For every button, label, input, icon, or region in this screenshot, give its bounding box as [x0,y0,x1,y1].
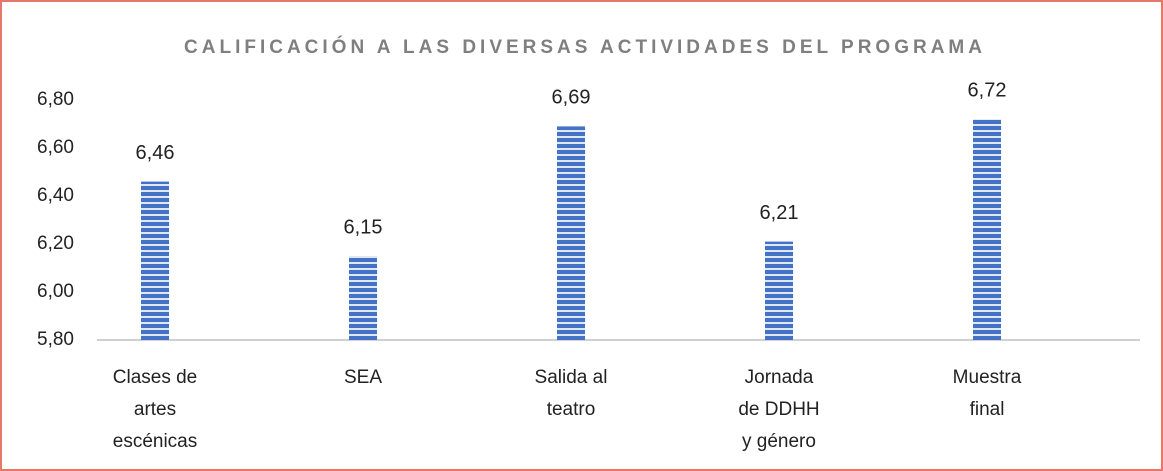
x-tick-label: escénicas [113,431,198,452]
chart-title: CALIFICACIÓN A LAS DIVERSAS ACTIVIDADES … [184,36,986,58]
data-label: 6,72 [968,79,1007,101]
x-tick-label: SEA [344,367,382,388]
y-tick-label: 6,60 [37,137,74,158]
x-tick-label: de DDHH [738,399,819,420]
data-label: 6,21 [760,202,799,224]
x-tick-label: artes [134,399,176,420]
bar [973,119,1001,340]
x-tick-label: Clases de [113,367,198,388]
y-tick-label: 6,40 [37,185,74,206]
y-tick-label: 6,20 [37,233,74,254]
x-tick-label: teatro [547,399,596,420]
data-label: 6,46 [136,142,175,164]
y-tick-label: 6,80 [37,89,74,110]
bar [765,241,793,340]
data-label: 6,15 [344,216,383,238]
y-tick-label: 5,80 [37,329,74,350]
y-tick-label: 6,00 [37,281,74,302]
bar [557,126,585,341]
data-label: 6,69 [552,87,591,109]
x-tick-label: y género [742,431,816,452]
bar [141,181,169,340]
x-tick-label: Salida al [535,367,608,388]
x-tick-label: final [970,399,1005,420]
x-tick-label: Muestra [953,367,1022,388]
bar [349,256,377,340]
x-tick-label: Jornada [745,367,814,388]
